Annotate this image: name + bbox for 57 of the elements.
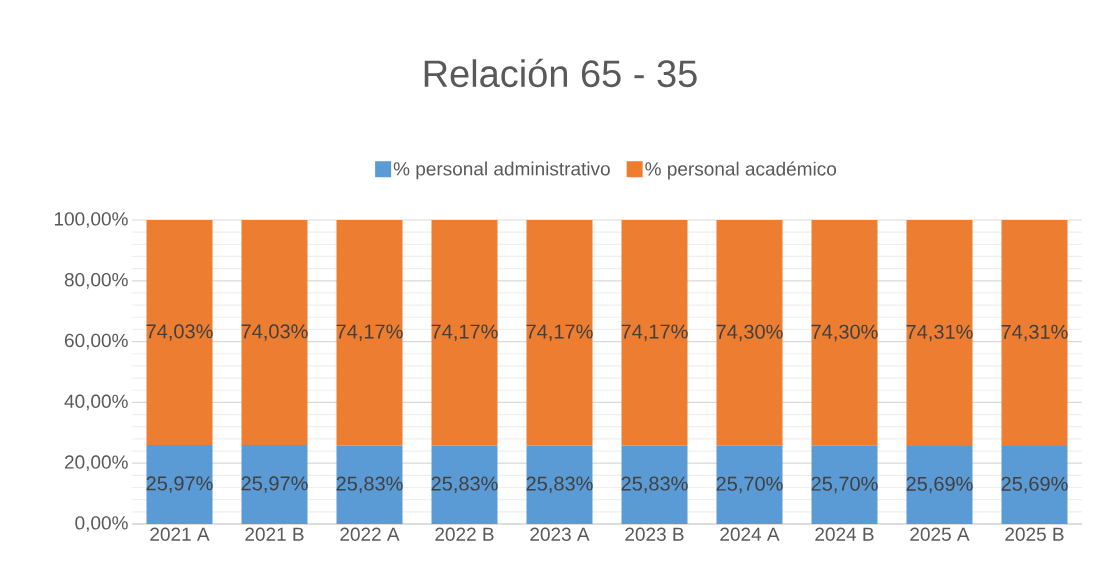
- data-label: 25,83%: [621, 476, 688, 493]
- bar: [621, 445, 688, 524]
- bar: [241, 219, 308, 446]
- data-label: 25,97%: [146, 476, 213, 493]
- data-label: 25,83%: [526, 476, 593, 493]
- data-label: 74,17%: [621, 324, 688, 341]
- bar: [811, 445, 878, 524]
- data-label: 25,83%: [336, 476, 403, 493]
- bar: [526, 219, 593, 446]
- bar: [906, 445, 973, 524]
- data-label: 74,31%: [906, 324, 973, 342]
- bar: [146, 445, 213, 524]
- x-tick-label: 2025 A: [910, 527, 970, 541]
- legend-label: % personal administrativo: [393, 161, 610, 180]
- y-tick-label: 60,00%: [64, 333, 128, 350]
- bar: [241, 445, 308, 524]
- data-label: 74,17%: [336, 324, 403, 341]
- data-label: 74,30%: [716, 324, 783, 342]
- data-label: 25,69%: [1001, 476, 1068, 494]
- x-tick-label: 2024 B: [815, 527, 874, 541]
- bar: [716, 445, 783, 524]
- data-label: 25,70%: [716, 476, 783, 494]
- legend-label: % personal académico: [645, 161, 837, 180]
- data-label: 74,03%: [241, 324, 308, 341]
- x-tick-label: 2025 B: [1005, 527, 1064, 541]
- data-label: 25,69%: [906, 476, 973, 494]
- x-tick-label: 2023 B: [625, 527, 684, 541]
- y-tick-label: 100,00%: [54, 212, 128, 228]
- bar: [431, 445, 498, 524]
- bar: [146, 219, 213, 446]
- x-tick-label: 2021 A: [150, 527, 210, 541]
- data-label: 25,83%: [431, 476, 498, 493]
- x-tick-label: 2021 B: [245, 527, 304, 541]
- bar: [526, 445, 593, 524]
- y-tick-label: 20,00%: [64, 455, 128, 472]
- x-tick-label: 2022 A: [340, 527, 400, 541]
- bar: [621, 219, 688, 446]
- bar: [1001, 445, 1068, 524]
- y-tick-label: 40,00%: [64, 394, 128, 411]
- data-label: 25,97%: [241, 476, 308, 493]
- data-label: 74,30%: [811, 324, 878, 342]
- x-tick-label: 2022 B: [435, 527, 494, 541]
- chart-title: Relación 65 - 35: [424, 58, 697, 88]
- bar: [716, 219, 783, 446]
- y-tick-label: 0,00%: [75, 516, 128, 532]
- bar: [906, 219, 973, 446]
- y-tick-label: 80,00%: [64, 272, 128, 289]
- x-tick-label: 2024 A: [720, 527, 780, 541]
- bar: [811, 219, 878, 446]
- bar: [336, 219, 403, 446]
- bar: [431, 219, 498, 446]
- data-label: 74,17%: [526, 324, 593, 341]
- bar: [1001, 219, 1068, 446]
- x-tick-label: 2023 A: [530, 527, 590, 541]
- data-label: 25,70%: [811, 476, 878, 494]
- data-label: 74,17%: [431, 324, 498, 341]
- bar: [336, 445, 403, 524]
